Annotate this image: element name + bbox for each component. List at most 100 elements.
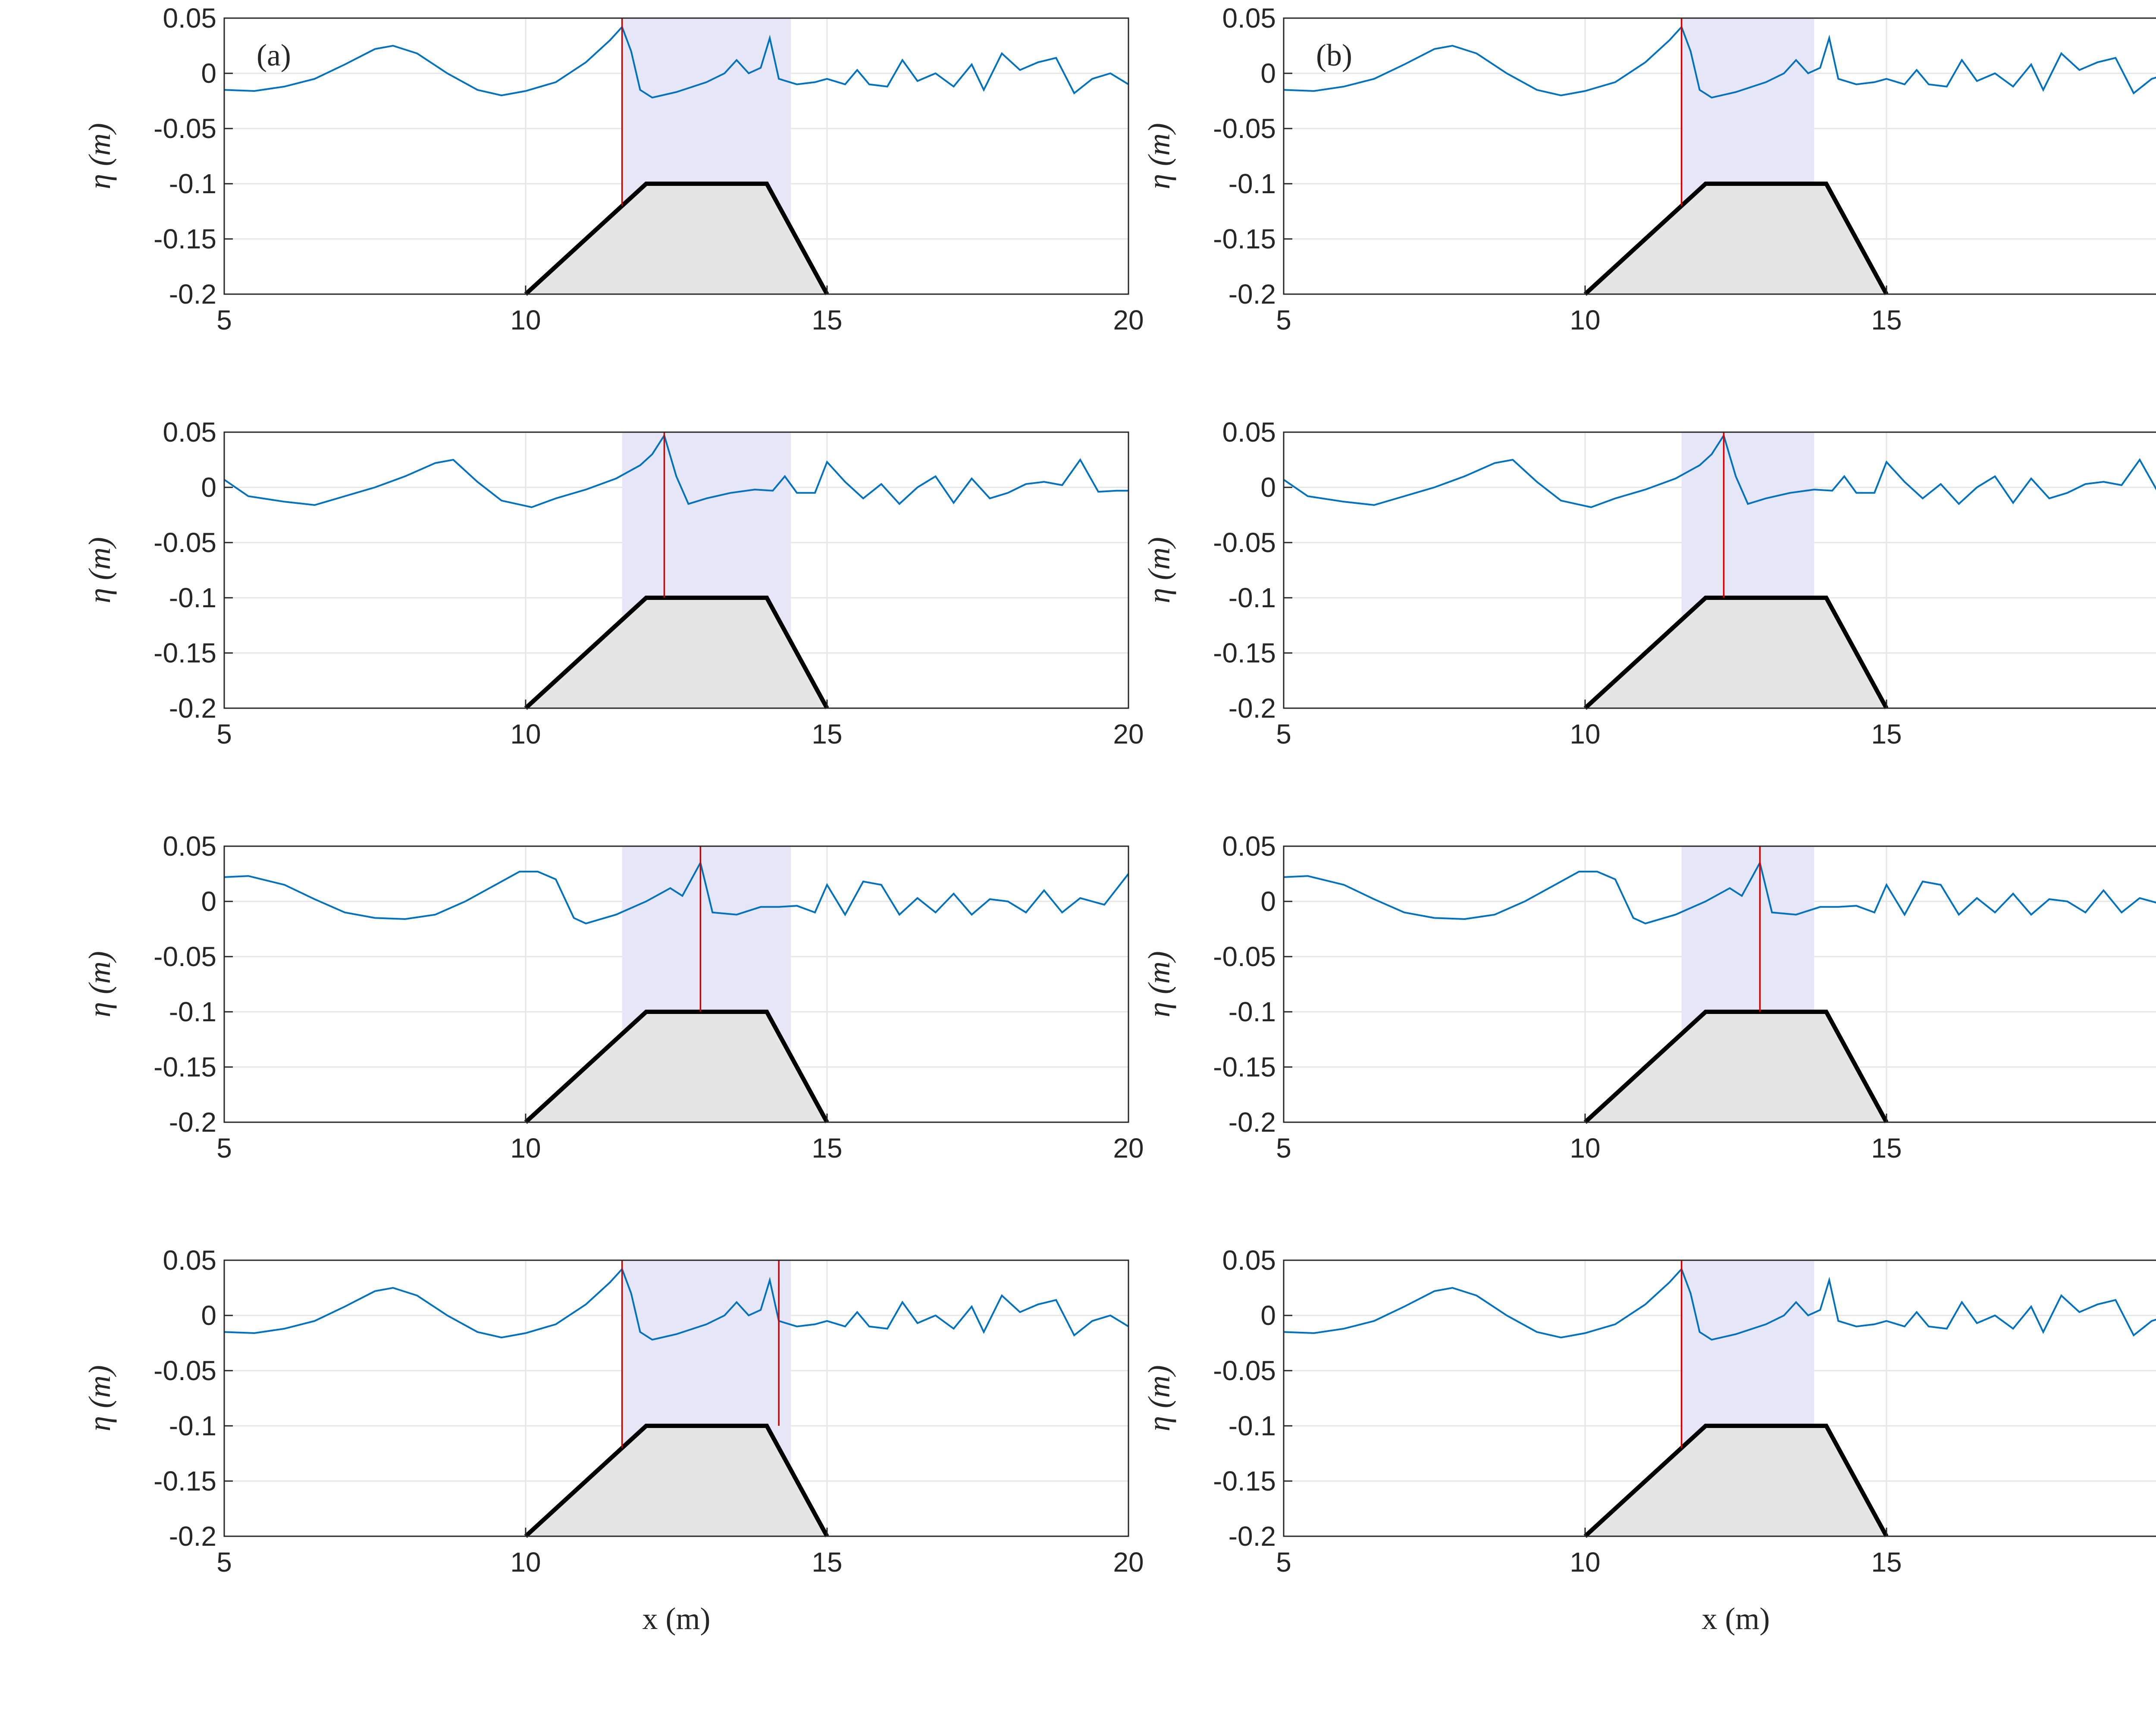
x-tick-label: 15 [1871, 1547, 1902, 1578]
y-tick-label: -0.2 [1228, 1107, 1276, 1138]
y-tick-label: -0.1 [1228, 996, 1276, 1027]
surface-elevation-line [1283, 860, 2156, 925]
submerged-bar [526, 1426, 827, 1536]
y-tick-label: -0.15 [154, 1466, 216, 1497]
x-tick-label: 5 [1276, 719, 1291, 750]
x-tick-label: 5 [1276, 304, 1291, 336]
x-tick-label: 15 [812, 1133, 842, 1164]
y-tick-label: -0.1 [1228, 1410, 1276, 1441]
submerged-bar-outline [524, 596, 829, 710]
y-tick-label: 0.05 [163, 3, 216, 34]
surface-elevation-line [1283, 433, 2156, 508]
y-tick-label: -0.15 [154, 1051, 216, 1083]
x-tick-label: 5 [216, 1133, 232, 1164]
y-tick-label: 0 [201, 472, 216, 503]
x-axis-label: x (m) [642, 1601, 711, 1636]
submerged-bar [1585, 1012, 1887, 1122]
y-tick-label: -0.2 [1228, 279, 1276, 310]
submerged-bar [526, 598, 827, 708]
axes-box [223, 17, 1129, 295]
submerged-bar [1585, 598, 1887, 708]
x-tick-label: 5 [216, 1547, 232, 1578]
panel-label: (a) [257, 38, 291, 72]
y-axis-label: η (m) [1142, 951, 1176, 1017]
axes-box [1283, 17, 2156, 295]
y-tick-label: -0.1 [169, 996, 216, 1027]
x-tick-label: 5 [216, 304, 232, 336]
submerged-bar [526, 184, 827, 294]
x-tick-label: 15 [812, 304, 842, 336]
submerged-bar-outline [524, 1010, 829, 1124]
y-axis-label: η (m) [82, 537, 117, 603]
y-tick-label: 0.05 [163, 417, 216, 448]
y-tick-label: -0.15 [154, 223, 216, 254]
y-tick-label: -0.05 [1213, 113, 1276, 144]
y-tick-label: -0.15 [1213, 1051, 1276, 1083]
panels-group: 0.050-0.05-0.1-0.15-0.25 10 15 20η (m)(a)0.… [82, 3, 2156, 1636]
y-tick-label: -0.2 [169, 1107, 216, 1138]
axes-box [1283, 1259, 2156, 1537]
x-tick-label: 20 [1113, 1133, 1144, 1164]
y-tick-label: -0.15 [1213, 223, 1276, 254]
y-tick-label: 0 [201, 1300, 216, 1331]
panel-a1: 0.05 0 -0.05 -0.1 -0.15 -0.25 10 15 20 η (m) (a) [82, 3, 1144, 336]
x-tick-label: 15 [1871, 1133, 1902, 1164]
x-tick-label: 15 [1871, 304, 1902, 336]
y-axis-label: η (m) [82, 951, 117, 1017]
y-tick-label: -0.1 [169, 1410, 216, 1441]
x-tick-label: 10 [510, 304, 541, 336]
x-tick-label: 15 [812, 719, 842, 750]
y-tick-label: -0.1 [169, 168, 216, 199]
y-tick-label: -0.2 [169, 279, 216, 310]
y-tick-label: -0.05 [154, 113, 216, 144]
submerged-bar-outline [524, 1424, 829, 1538]
y-tick-label: 0 [1260, 58, 1276, 89]
y-tick-label: 0.05 [1222, 1245, 1276, 1276]
axes-box [223, 431, 1129, 709]
x-tick-label: 10 [510, 1547, 541, 1578]
y-tick-label: -0.2 [169, 1521, 216, 1552]
submerged-bar-outline [1583, 182, 1889, 296]
y-tick-label: -0.05 [154, 1355, 216, 1386]
y-tick-label: -0.05 [154, 941, 216, 972]
submerged-bar [1585, 184, 1887, 294]
y-tick-label: -0.15 [1213, 1466, 1276, 1497]
submerged-bar [526, 1012, 827, 1122]
panel-a4: 0.05 0 -0.05 -0.1 -0.15 -0.25 10 15 20 η (m) x (m) [82, 1245, 1144, 1636]
x-tick-label: 5 [1276, 1133, 1291, 1164]
x-tick-label: 10 [510, 719, 541, 750]
x-tick-label: 20 [1113, 719, 1144, 750]
x-tick-label: 10 [1570, 304, 1600, 336]
y-tick-label: 0 [1260, 1300, 1276, 1331]
axes-box [1283, 845, 2156, 1123]
x-tick-label: 10 [1570, 1133, 1600, 1164]
y-axis-label: η (m) [82, 123, 117, 189]
y-tick-label: 0.05 [163, 831, 216, 862]
y-tick-label: 0 [1260, 472, 1276, 503]
y-tick-label: 0.05 [1222, 831, 1276, 862]
y-tick-label: 0.05 [1222, 417, 1276, 448]
y-tick-label: 0 [1260, 886, 1276, 917]
y-axis-label: η (m) [1142, 123, 1176, 189]
y-tick-label: -0.05 [1213, 1355, 1276, 1386]
surface-elevation-line [1283, 25, 2156, 99]
y-tick-label: -0.2 [1228, 693, 1276, 724]
submerged-bar-outline [1583, 1010, 1889, 1124]
surface-elevation-line [224, 860, 1129, 925]
surface-elevation-line [224, 25, 1129, 99]
y-tick-label: -0.1 [1228, 582, 1276, 613]
submerged-bar-outline [1583, 596, 1889, 710]
x-axis-label: x (m) [1702, 1601, 1770, 1636]
x-tick-label: 10 [510, 1133, 541, 1164]
surface-elevation-line [224, 1267, 1129, 1341]
x-tick-label: 10 [1570, 1547, 1600, 1578]
x-tick-label: 15 [1871, 719, 1902, 750]
y-tick-label: 0 [201, 58, 216, 89]
surface-elevation-line [1283, 1267, 2156, 1341]
y-axis-label: η (m) [1142, 537, 1176, 603]
x-tick-label: 5 [216, 719, 232, 750]
surface-elevation-line [223, 433, 1128, 508]
